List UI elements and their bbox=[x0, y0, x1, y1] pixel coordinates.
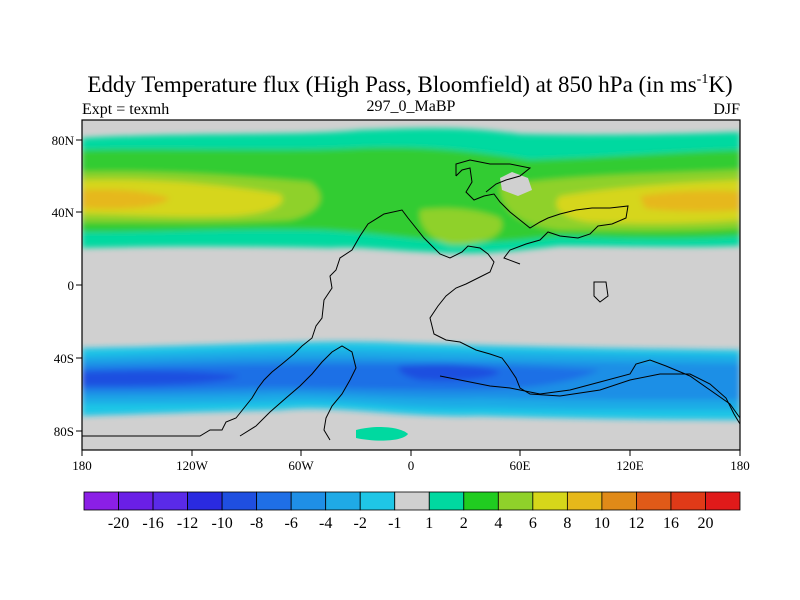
nh-band-light-green-mid bbox=[419, 208, 502, 245]
colorbar bbox=[83, 491, 741, 511]
colorbar-box bbox=[118, 491, 154, 511]
colorbar-box bbox=[83, 491, 119, 511]
season-label: DJF bbox=[713, 101, 740, 118]
colorbar-box bbox=[463, 491, 499, 511]
colorbar-label: 6 bbox=[529, 515, 537, 532]
colorbar-label: -1 bbox=[388, 515, 401, 532]
coastline-asia-north bbox=[455, 159, 532, 193]
colorbar-label: 20 bbox=[697, 515, 713, 532]
colorbar-box bbox=[532, 491, 568, 511]
sh-band-blue-4 bbox=[82, 370, 240, 386]
sh-polar-patch bbox=[356, 427, 408, 441]
experiment-label: Expt = texmh bbox=[82, 101, 169, 118]
colorbar-box bbox=[601, 491, 637, 511]
colorbar-box bbox=[187, 491, 223, 511]
colorbar-label: 12 bbox=[628, 515, 644, 532]
colorbar-box bbox=[428, 491, 465, 511]
longitude-axis-labels: 180 120W 60W 0 60E 120E 180 bbox=[72, 458, 750, 473]
lon-label-120e: 120E bbox=[616, 458, 644, 473]
colorbar-box bbox=[497, 491, 534, 511]
colorbar-label: 2 bbox=[460, 515, 468, 532]
colorbar-box bbox=[152, 491, 188, 511]
lon-label-60e: 60E bbox=[510, 458, 531, 473]
coastline-west-continent bbox=[82, 209, 740, 437]
axis-ticks bbox=[76, 139, 741, 456]
colorbar-labels: -20 -16 -12 -10 -8 -6 -4 -2 -1 1 2 4 6 8 10 12 16 20 bbox=[108, 515, 714, 532]
lat-label-40n: 40N bbox=[52, 205, 75, 220]
lat-label-80s: 80S bbox=[54, 424, 74, 439]
time-slice-label: 297_0_MaBP bbox=[367, 98, 456, 115]
colorbar-box bbox=[359, 491, 396, 511]
colorbar-label: -12 bbox=[177, 515, 198, 532]
colorbar-label: 16 bbox=[663, 515, 679, 532]
nh-inland-sea-patch bbox=[500, 172, 532, 196]
lat-label-80n: 80N bbox=[52, 133, 75, 148]
lon-label-120w: 120W bbox=[176, 458, 209, 473]
lon-label-180w: 180 bbox=[72, 458, 92, 473]
southern-storm-track bbox=[82, 341, 740, 420]
colorbar-box bbox=[670, 491, 706, 511]
colorbar-box bbox=[566, 491, 603, 511]
colorbar-label: -8 bbox=[250, 515, 263, 532]
coastline-antarctic-peninsula bbox=[239, 345, 357, 441]
northern-storm-track bbox=[82, 128, 740, 254]
nh-band-orange bbox=[82, 189, 170, 209]
sh-band-blue-core bbox=[398, 364, 500, 381]
colorbar-label: 8 bbox=[563, 515, 571, 532]
colorbar-label: -6 bbox=[284, 515, 297, 532]
colorbar-label: -2 bbox=[354, 515, 367, 532]
nh-band-orange-east bbox=[640, 190, 740, 212]
figure-title: Eddy Temperature flux (High Pass, Bloomf… bbox=[87, 72, 732, 97]
colorbar-label: 4 bbox=[494, 515, 502, 532]
lat-label-0: 0 bbox=[68, 278, 75, 293]
colorbar-box bbox=[636, 491, 672, 511]
colorbar-box bbox=[290, 491, 327, 511]
colorbar-box bbox=[256, 491, 292, 511]
colorbar-label: -4 bbox=[319, 515, 332, 532]
continent-outlines bbox=[82, 159, 740, 441]
lon-label-180e: 180 bbox=[730, 458, 750, 473]
coastline-southern-arc bbox=[439, 359, 740, 419]
colorbar-box bbox=[221, 491, 258, 511]
colorbar-box bbox=[325, 491, 361, 511]
flux-field bbox=[82, 120, 740, 450]
colorbar-label: 1 bbox=[425, 515, 433, 532]
coastline-east-continent bbox=[455, 167, 629, 265]
colorbar-label: -16 bbox=[142, 515, 163, 532]
lat-label-40s: 40S bbox=[54, 351, 74, 366]
lon-label-0: 0 bbox=[408, 458, 415, 473]
colorbar-label: -20 bbox=[108, 515, 129, 532]
coastline-east-island bbox=[593, 281, 609, 303]
lon-label-60w: 60W bbox=[288, 458, 314, 473]
colorbar-label: -10 bbox=[211, 515, 232, 532]
colorbar-box bbox=[394, 491, 430, 511]
colorbar-box bbox=[705, 491, 741, 511]
colorbar-label: 10 bbox=[594, 515, 610, 532]
latitude-axis-labels: 80N 40N 0 40S 80S bbox=[52, 133, 75, 439]
